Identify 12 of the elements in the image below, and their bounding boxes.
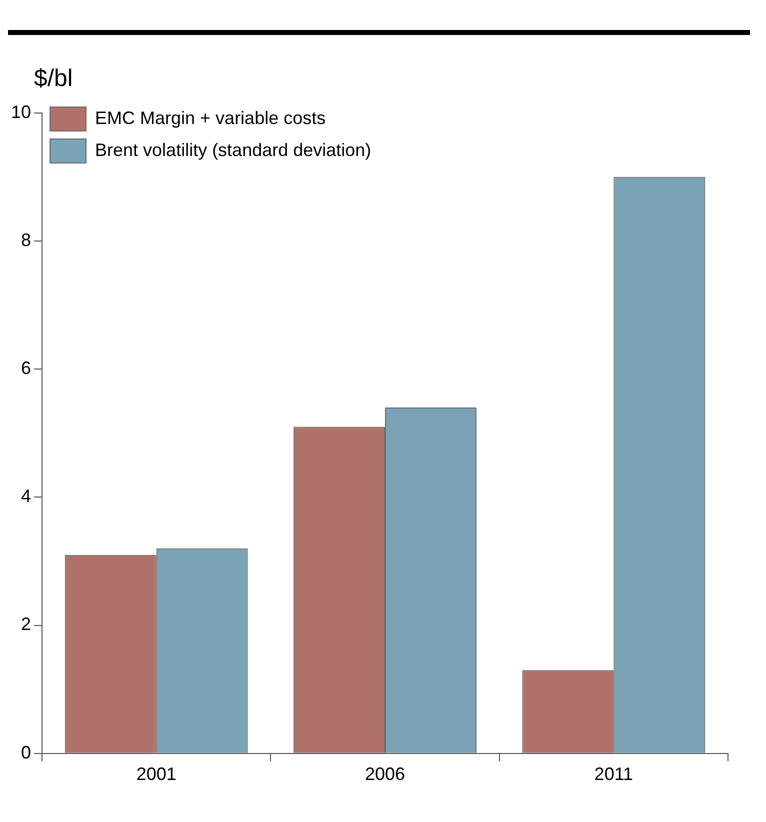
- y-axis-title: $/bl: [34, 65, 74, 94]
- x-tick-label: 2001: [136, 764, 176, 784]
- y-tick-label: 8: [21, 230, 32, 250]
- x-tick-label: 2011: [594, 764, 634, 784]
- y-tick-label: 10: [10, 102, 32, 122]
- y-tick-label: 0: [21, 742, 32, 762]
- legend-label: Brent volatility (standard deviation): [95, 140, 372, 160]
- x-tick-label: 2006: [364, 764, 406, 784]
- y-tick-label: 2: [21, 614, 32, 634]
- y-tick-label: 6: [21, 358, 32, 378]
- y-tick-label: 4: [21, 486, 32, 506]
- legend-label: EMC Margin + variable costs: [95, 108, 326, 128]
